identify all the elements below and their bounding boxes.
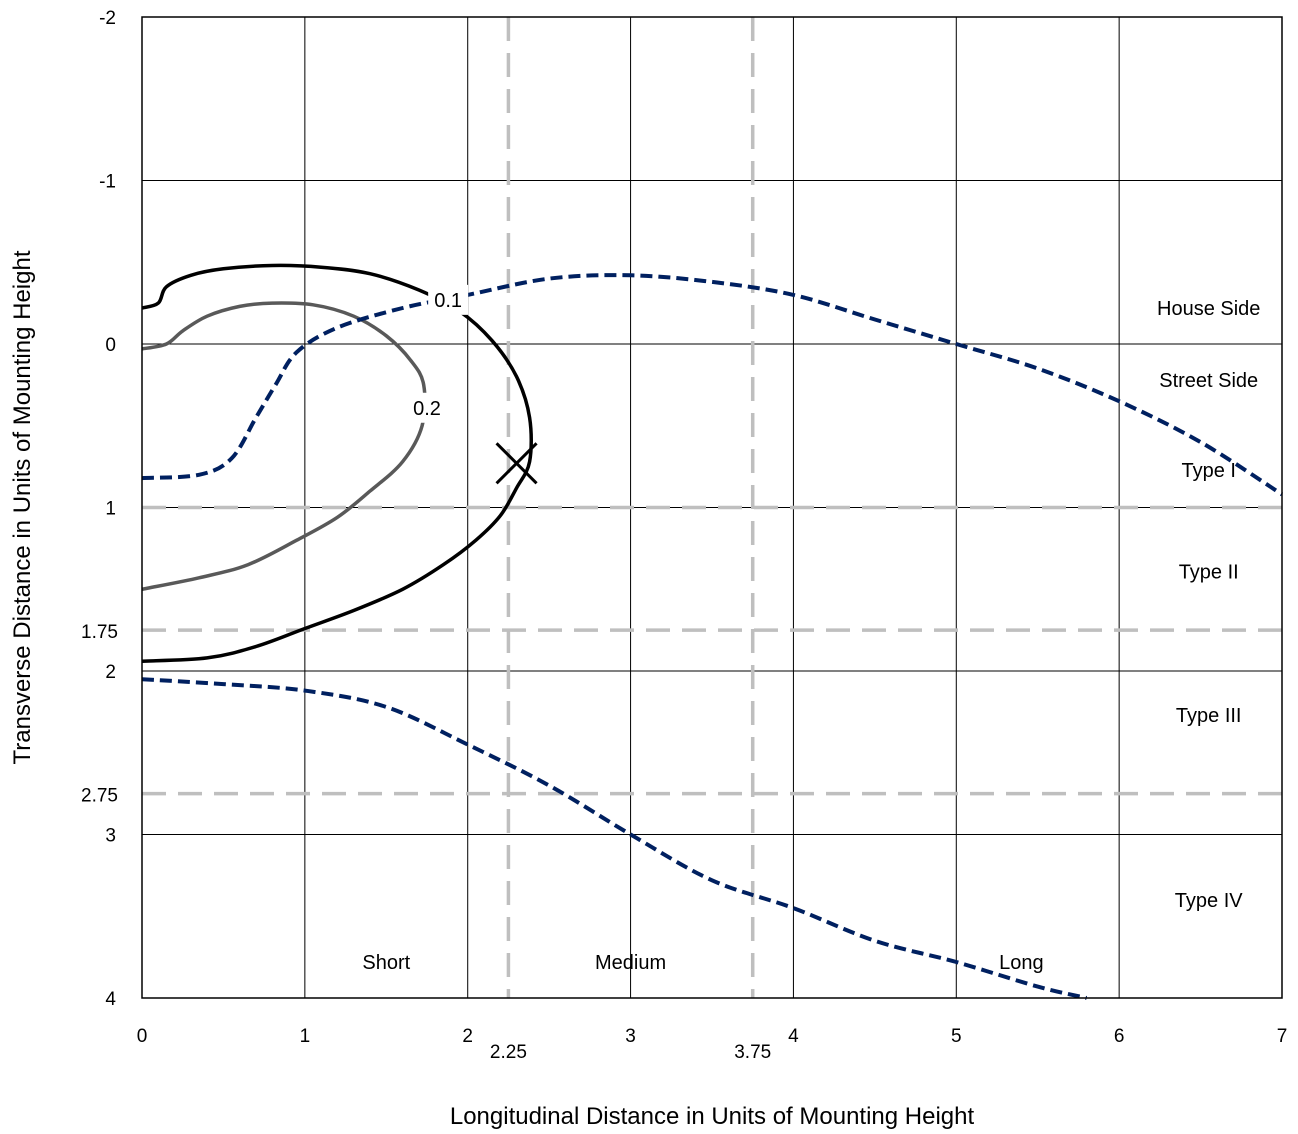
region-label: Long (999, 952, 1044, 974)
contour-line-0.1 (141, 263, 533, 663)
contour-label: 0.1 (434, 290, 462, 312)
dashed-series-line-3 (141, 677, 1088, 1000)
grid (142, 17, 1282, 998)
contour-label-bg (428, 284, 469, 315)
max-candela-marker (495, 442, 538, 485)
x-tick-label-extra: 2.25 (490, 1042, 527, 1063)
region-label: Medium (595, 952, 666, 974)
y-tick-label: 3 (105, 826, 116, 847)
y-tick-label: 1 (105, 499, 116, 520)
y-tick-label: 4 (105, 989, 116, 1010)
x-tick-label: 5 (951, 1026, 962, 1047)
region-label: Type IV (1175, 890, 1243, 912)
x-tick-label: 6 (1114, 1026, 1125, 1047)
plot-frame (141, 16, 1283, 999)
x-tick-label: 7 (1277, 1026, 1288, 1047)
y-tick-label: 0 (105, 335, 116, 356)
y-tick-label: 2 (105, 662, 116, 683)
contour-label-bg (407, 392, 447, 423)
x-tick-label: 2 (462, 1026, 473, 1047)
region-label: Type III (1176, 705, 1242, 727)
series-group (141, 263, 1284, 1000)
contour-line-0.2 (141, 301, 427, 592)
y-tick-label: -1 (99, 172, 116, 193)
x-tick-label: 3 (625, 1026, 636, 1047)
labels: 0 1 2 3 4 5 6 7 -2 -1 0 1 2 3 4 2.25 3.75 1.75 2.75 0.1 0.2 H… (81, 8, 1287, 1063)
region-label: House Side (1157, 298, 1260, 320)
x-tick-label: 0 (137, 1026, 148, 1047)
reference-lines (142, 17, 1282, 998)
y-axis-title: Transverse Distance in Units of Mounting… (9, 250, 36, 764)
y-tick-label-extra: 1.75 (81, 622, 118, 643)
y-tick-label: -2 (99, 8, 116, 29)
x-tick-label-extra: 3.75 (734, 1042, 771, 1063)
y-tick-label-extra: 2.75 (81, 786, 118, 807)
contour-label: 0.2 (413, 398, 441, 420)
region-label: Type II (1179, 561, 1239, 583)
x-tick-label: 1 (300, 1026, 311, 1047)
region-label: Street Side (1159, 370, 1258, 392)
region-label: Short (362, 952, 410, 974)
dashed-series-line-2 (141, 273, 1284, 497)
region-label: Type I (1181, 460, 1235, 482)
x-tick-label: 4 (788, 1026, 799, 1047)
x-axis-title: Longitudinal Distance in Units of Mounti… (450, 1103, 975, 1130)
